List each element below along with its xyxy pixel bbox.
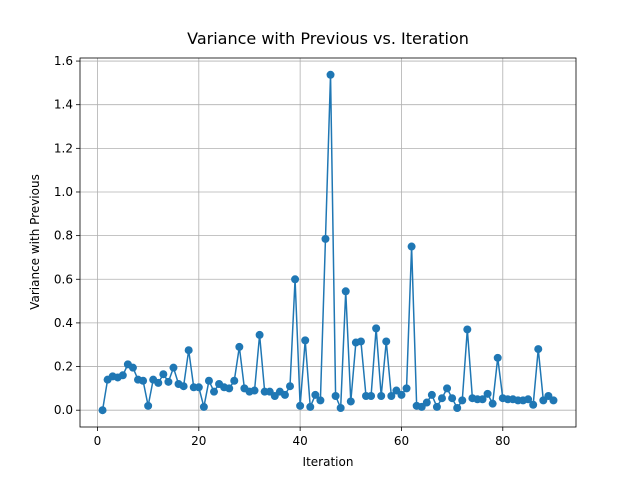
- y-tick-label: 0.8: [54, 229, 73, 243]
- y-tick-label: 1.6: [54, 54, 73, 68]
- y-tick-label: 1.4: [54, 98, 73, 112]
- point: [458, 396, 467, 405]
- point: [402, 384, 411, 393]
- y-tick-label: 1.2: [54, 141, 73, 155]
- x-axis-label: Iteration: [303, 455, 354, 469]
- point: [326, 70, 335, 79]
- point: [372, 324, 381, 333]
- point: [194, 383, 203, 392]
- point: [321, 234, 330, 243]
- x-tick-label: 80: [495, 434, 510, 448]
- x-tick-label: 60: [394, 434, 409, 448]
- point: [331, 392, 340, 401]
- point: [346, 397, 355, 406]
- y-tick-label: 1.0: [54, 185, 73, 199]
- point: [291, 275, 300, 284]
- point: [199, 402, 208, 411]
- point: [250, 386, 259, 395]
- point: [118, 371, 127, 380]
- point: [280, 390, 289, 399]
- y-axis-label: Variance with Previous: [28, 174, 42, 310]
- point: [453, 404, 462, 413]
- point: [356, 337, 365, 346]
- point: [204, 376, 213, 385]
- point: [336, 404, 345, 413]
- x-tick-label: 0: [94, 434, 102, 448]
- point: [478, 395, 487, 404]
- point: [443, 384, 452, 393]
- point: [144, 401, 153, 410]
- point: [235, 342, 244, 351]
- point: [255, 330, 264, 339]
- point: [407, 242, 416, 251]
- point: [286, 382, 295, 391]
- point: [316, 396, 325, 405]
- point: [488, 399, 497, 408]
- point: [382, 337, 391, 346]
- point: [493, 353, 502, 362]
- point: [179, 382, 188, 391]
- point: [230, 376, 239, 385]
- point: [154, 378, 163, 387]
- point: [463, 325, 472, 334]
- point: [529, 400, 538, 409]
- point: [422, 398, 431, 407]
- point: [311, 390, 320, 399]
- y-tick-label: 0.2: [54, 360, 73, 374]
- point: [448, 394, 457, 403]
- point: [296, 401, 305, 410]
- point: [549, 396, 558, 405]
- point: [306, 402, 315, 411]
- y-tick-label: 0.6: [54, 272, 73, 286]
- point: [159, 370, 168, 379]
- point: [139, 376, 148, 385]
- x-tick-label: 40: [292, 434, 307, 448]
- point: [225, 384, 234, 393]
- point: [301, 336, 310, 345]
- x-tick-label: 20: [191, 434, 206, 448]
- point: [169, 363, 178, 372]
- point: [524, 395, 533, 404]
- point: [377, 392, 386, 401]
- point: [367, 392, 376, 401]
- y-tick-label: 0.0: [54, 403, 73, 417]
- y-tick-label: 0.4: [54, 316, 73, 330]
- point: [427, 390, 436, 399]
- point: [210, 387, 219, 396]
- plot-frame: [79, 57, 577, 428]
- point: [437, 394, 446, 403]
- point: [184, 346, 193, 355]
- point: [387, 392, 396, 401]
- point: [397, 390, 406, 399]
- point: [341, 287, 350, 296]
- point: [164, 377, 173, 386]
- point: [432, 402, 441, 411]
- point: [534, 345, 543, 354]
- point: [128, 363, 137, 372]
- point: [98, 406, 107, 415]
- chart-title: Variance with Previous vs. Iteration: [187, 29, 469, 48]
- point: [483, 389, 492, 398]
